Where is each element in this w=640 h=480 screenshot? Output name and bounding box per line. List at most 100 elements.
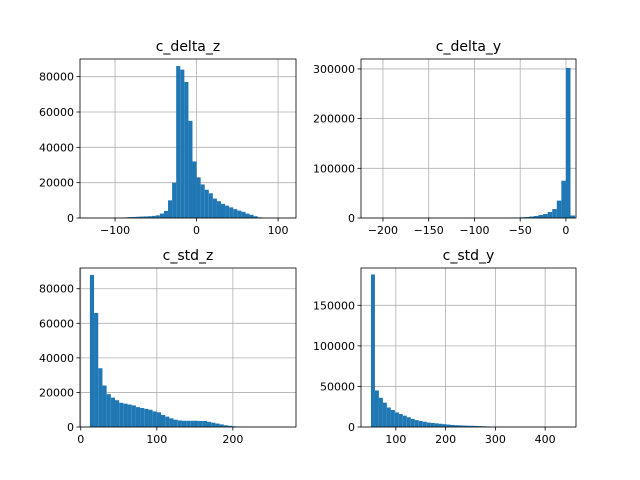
histogram-bar [227, 425, 233, 427]
histogram-bar [180, 69, 185, 218]
histogram-panel-c-std-y: 100 200 300 400 0 50000 100000 150000 c_std_y [313, 248, 577, 446]
x-tick-label: −150 [414, 224, 444, 237]
x-tick-label: −200 [368, 224, 398, 237]
histogram-bar [159, 213, 164, 218]
histogram-bar [529, 216, 534, 218]
histogram-bar [102, 385, 107, 427]
histogram-bar [168, 200, 173, 218]
histogram-bar [135, 216, 140, 218]
histogram-bar [147, 216, 152, 218]
histogram-panel-c-delta-z: −100 0 100 0 20000 40000 60000 80000 c_delta_z [39, 39, 297, 237]
histogram-bar [192, 161, 197, 218]
y-tick-label: 0 [348, 212, 355, 225]
histogram-bar [169, 418, 174, 427]
histogram-bar [186, 420, 191, 427]
histogram-bar [556, 200, 562, 218]
histogram-bar [161, 414, 166, 427]
chart-title: c_std_z [163, 248, 214, 264]
histogram-bar [552, 209, 557, 218]
histogram-bar [98, 368, 103, 427]
histogram-bar [229, 207, 234, 218]
histogram-bar [190, 420, 195, 427]
x-tick-label: 200 [222, 433, 243, 446]
chart-title: c_delta_y [436, 39, 501, 55]
histogram-bar [151, 215, 156, 218]
histogram-bar [172, 182, 177, 218]
histogram-bar [212, 198, 217, 218]
histogram-bar [216, 201, 222, 218]
histogram-bar [538, 215, 544, 218]
histogram-bar [533, 216, 539, 218]
histogram-bar [454, 425, 459, 427]
histogram-bar [390, 409, 395, 427]
y-tick-label: 60000 [39, 106, 74, 119]
histogram-bar [438, 423, 443, 427]
histogram-bar [414, 420, 419, 427]
chart-title: c_delta_z [156, 39, 221, 55]
y-tick-label: 300000 [313, 63, 355, 76]
histogram-bar [194, 420, 199, 427]
histogram-bar [135, 407, 141, 427]
histogram-bar [131, 216, 136, 218]
histogram-bar [398, 414, 403, 427]
histogram-bar [225, 205, 230, 218]
histogram-panel-c-std-z: 0 100 200 0 20000 40000 60000 80000 c_std_z [39, 248, 297, 446]
histogram-bar [446, 424, 451, 427]
histogram-bar [426, 422, 431, 427]
y-tick-label: 200000 [313, 113, 355, 126]
histogram-bar [196, 177, 201, 218]
histogram-bar [547, 212, 553, 218]
histogram-bar [434, 423, 439, 427]
x-tick-label: 100 [146, 433, 167, 446]
x-tick-label: 0 [193, 224, 200, 237]
histogram-bar [478, 426, 483, 427]
histogram-bar [458, 425, 463, 427]
x-tick-label: 400 [535, 433, 556, 446]
y-tick-label: 20000 [39, 177, 74, 190]
histogram-bar [382, 402, 387, 427]
histogram-bar [152, 411, 157, 427]
histogram-bar [148, 409, 153, 427]
histogram-bar [140, 407, 145, 427]
histogram-bar [565, 67, 571, 218]
histogram-bar [144, 408, 149, 427]
histogram-bar [374, 390, 379, 427]
histogram-bar [245, 213, 250, 218]
histogram-bar [198, 420, 203, 427]
axes-frame [360, 267, 577, 428]
x-tick-label: 200 [435, 433, 456, 446]
histogram-bar [208, 193, 213, 218]
axes-frame [79, 267, 297, 428]
histogram-bar [221, 203, 226, 218]
histogram-bar [462, 425, 467, 427]
histogram-bar [181, 420, 187, 427]
histogram-bar [378, 397, 383, 427]
axes-frame [360, 58, 577, 219]
histogram-bar [524, 217, 530, 218]
y-tick-label: 100000 [313, 340, 355, 353]
x-tick-label: 100 [268, 224, 289, 237]
x-tick-label: 300 [485, 433, 506, 446]
histogram-bar [139, 216, 144, 218]
histogram-bar [106, 394, 111, 427]
histogram-bar [127, 404, 132, 427]
x-tick-label: −100 [459, 224, 489, 237]
histogram-bar [94, 312, 99, 427]
y-tick-label: 50000 [320, 380, 355, 393]
histogram-bar [402, 415, 407, 427]
chart-title: c_std_y [443, 248, 495, 264]
histogram-bar [176, 66, 181, 218]
histogram-bar [430, 422, 435, 427]
histogram-bar [114, 400, 120, 427]
y-tick-label: 0 [67, 212, 74, 225]
histogram-bar [253, 216, 258, 218]
histogram-bar [188, 120, 193, 218]
histogram-bar [184, 81, 189, 218]
histogram-bar [200, 184, 205, 218]
y-tick-label: 80000 [39, 283, 74, 296]
histogram-bar [233, 209, 238, 218]
y-tick-label: 20000 [39, 386, 74, 399]
histogram-bar [155, 215, 160, 218]
y-tick-label: 100000 [313, 162, 355, 175]
histogram-bar [450, 424, 455, 427]
